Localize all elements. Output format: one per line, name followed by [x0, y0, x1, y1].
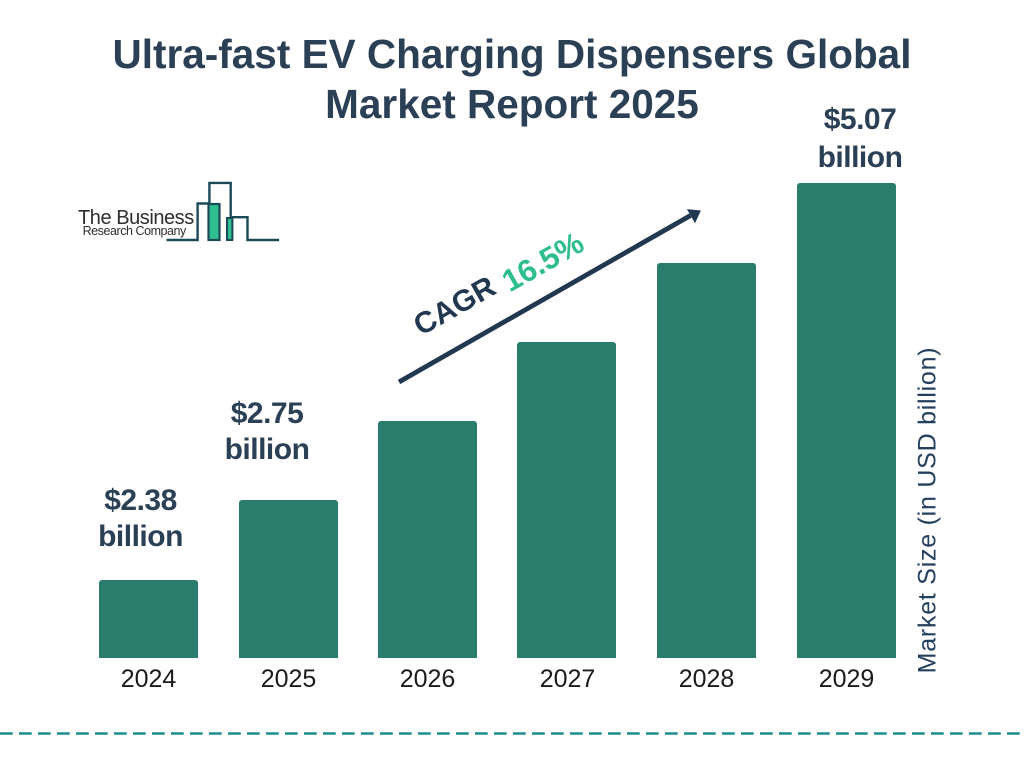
svg-text:16.5%: 16.5%: [496, 225, 590, 299]
